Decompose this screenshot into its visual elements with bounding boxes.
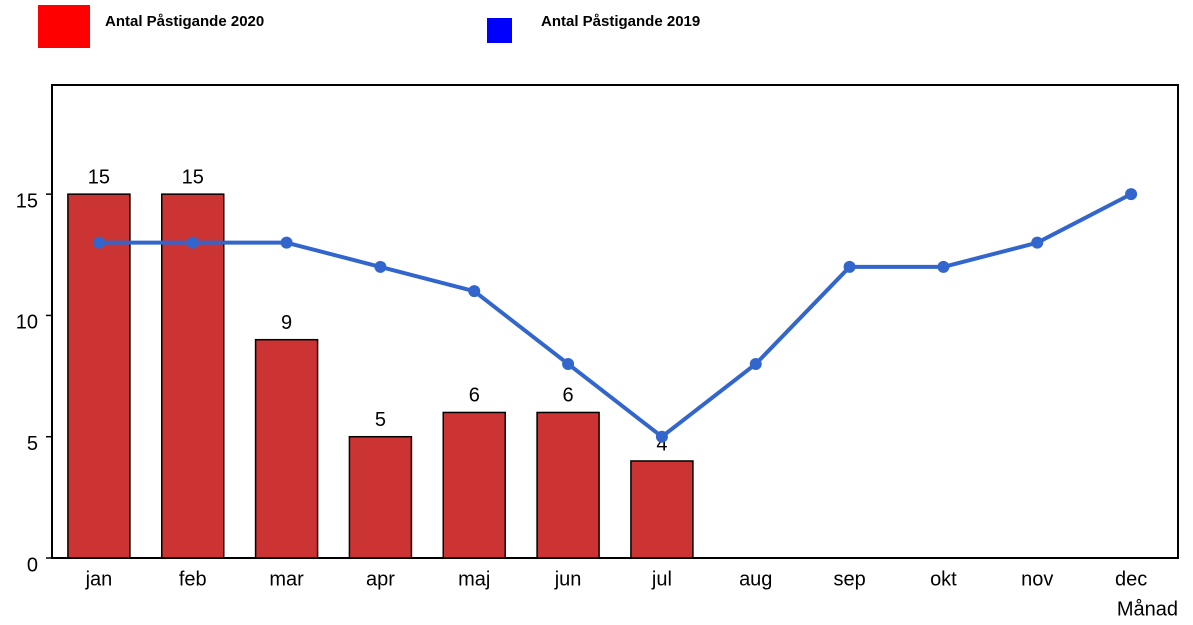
line-point	[937, 260, 950, 273]
x-tick-label: jun	[554, 568, 582, 590]
legend-text: Antal Påstigande 2020	[105, 13, 264, 30]
bar	[442, 411, 506, 559]
line-point	[280, 236, 293, 249]
bar	[67, 193, 131, 559]
line-point	[562, 357, 575, 370]
legend-text: Antal Påstigande 2019	[541, 13, 700, 30]
data-label: 15	[88, 166, 110, 188]
line-point	[843, 260, 856, 273]
x-tick-label: sep	[833, 568, 865, 590]
legend-swatch	[487, 18, 512, 43]
data-label: 6	[469, 385, 480, 407]
data-label: 4	[656, 433, 667, 455]
x-axis-label: Månad	[1117, 598, 1178, 620]
x-tick-label: jul	[651, 568, 672, 590]
bar	[536, 411, 600, 559]
x-tick-label: maj	[458, 568, 490, 590]
x-tick-label: okt	[930, 568, 957, 590]
bar	[630, 460, 694, 559]
y-tick-label: 5	[27, 433, 38, 455]
data-label: 15	[182, 166, 204, 188]
x-tick-label: nov	[1021, 568, 1053, 590]
bar	[161, 193, 225, 559]
line-point	[468, 285, 481, 298]
x-tick-label: jan	[85, 568, 113, 590]
y-tick-label: 0	[27, 554, 38, 576]
x-tick-label: aug	[739, 568, 772, 590]
line-point	[749, 357, 762, 370]
line-point	[1031, 236, 1044, 249]
line-point	[655, 430, 668, 443]
y-tick-label: 10	[16, 312, 38, 334]
y-tick-label: 15	[16, 190, 38, 212]
legend-swatch	[38, 5, 90, 48]
data-label: 5	[375, 409, 386, 431]
x-tick-label: feb	[179, 568, 207, 590]
data-label: 6	[563, 385, 574, 407]
data-label: 9	[281, 312, 292, 334]
x-tick-label: mar	[269, 568, 304, 590]
line-point	[92, 236, 105, 249]
line-point	[1125, 188, 1138, 201]
bar	[348, 435, 413, 559]
line-point	[374, 260, 387, 273]
x-tick-label: apr	[366, 568, 395, 590]
line	[98, 192, 1132, 439]
plot-frame	[51, 84, 1179, 559]
x-tick-label: dec	[1115, 568, 1147, 590]
line-point	[186, 236, 199, 249]
bar	[254, 338, 319, 559]
